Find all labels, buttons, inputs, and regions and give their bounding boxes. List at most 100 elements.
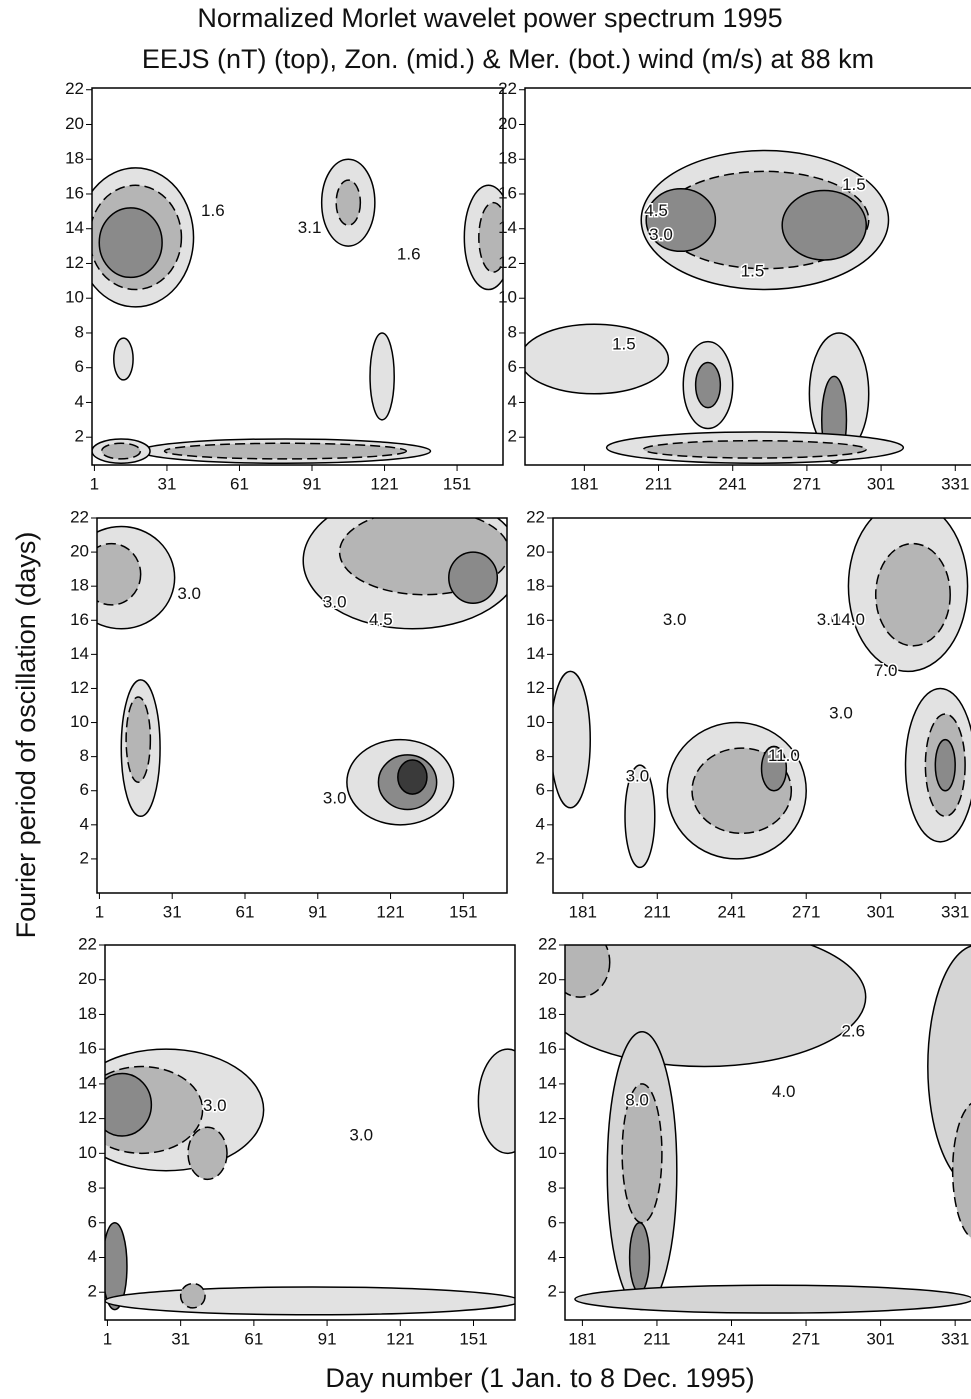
y-tick-label: 16 <box>65 183 84 202</box>
plot-area: 3.0 3.0 <box>105 1048 515 1316</box>
y-tick-label: 16 <box>78 1039 97 1058</box>
y-tick-label: 14 <box>538 1073 557 1092</box>
plot-area: 1.6 3.1 1.6 <box>92 158 503 465</box>
x-tick-label: 241 <box>717 1329 745 1348</box>
contour-region <box>478 201 503 273</box>
y-tick-label: 2 <box>536 848 545 867</box>
y-tick-label: 16 <box>526 610 545 629</box>
y-tick-label: 10 <box>65 288 84 307</box>
x-tick-label: 241 <box>719 474 747 493</box>
contour-region <box>781 189 868 261</box>
contour-region <box>760 745 788 792</box>
contour-label: 3.0 <box>663 610 687 629</box>
x-tick-label: 61 <box>244 1329 263 1348</box>
contour-label: 1.5 <box>612 335 636 354</box>
x-tick-label: 211 <box>645 474 672 493</box>
y-tick-label: 10 <box>538 1143 557 1162</box>
y-tick-label: 22 <box>65 79 84 98</box>
contour-region <box>477 1048 515 1155</box>
plot-area: 2.6 4.0 8.0 <box>565 945 971 1314</box>
y-tick-label: 14 <box>526 644 545 663</box>
y-tick-label: 20 <box>65 114 84 133</box>
y-tick-label: 4 <box>88 1247 97 1266</box>
y-tick-label: 8 <box>88 1178 97 1197</box>
contour-region <box>621 1083 663 1224</box>
x-tick-label: 151 <box>459 1329 487 1348</box>
y-tick-label: 12 <box>538 1108 557 1127</box>
x-tick-label: 301 <box>866 1329 894 1348</box>
contour-label: 1.5 <box>842 175 866 194</box>
y-tick-label: 4 <box>548 1247 557 1266</box>
contour-region <box>694 361 722 409</box>
contour-region <box>98 207 163 279</box>
x-tick-label: 271 <box>792 902 820 921</box>
contour-label: 1.6 <box>201 201 225 220</box>
y-tick-label: 18 <box>70 576 89 595</box>
x-tick-label: 1 <box>103 1329 112 1348</box>
y-tick-label: 8 <box>548 1178 557 1197</box>
contour-region <box>179 1282 206 1309</box>
x-tick-label: 211 <box>644 902 671 921</box>
y-tick-label: 4 <box>75 392 84 411</box>
y-tick-label: 12 <box>65 253 84 272</box>
y-tick-label: 4 <box>80 814 89 833</box>
contour-label: 14.0 <box>832 610 865 629</box>
contour-region <box>628 1222 651 1293</box>
x-tick-label: 61 <box>236 902 255 921</box>
y-tick-label: 14 <box>78 1073 97 1092</box>
x-tick-label: 31 <box>171 1329 190 1348</box>
y-tick-label: 8 <box>536 746 545 765</box>
contour-region <box>624 764 656 869</box>
y-tick-label: 20 <box>538 969 557 988</box>
contour-region <box>951 1102 971 1239</box>
y-tick-label: 8 <box>508 322 517 341</box>
y-tick-label: 2 <box>88 1282 97 1301</box>
contour-region <box>553 670 591 809</box>
contour-region <box>874 542 951 647</box>
y-tick-label: 6 <box>88 1212 97 1231</box>
contour-label: 1.6 <box>397 244 421 263</box>
x-tick-label: 271 <box>793 474 821 493</box>
x-tick-label: 211 <box>643 1329 670 1348</box>
y-tick-label: 10 <box>526 712 545 731</box>
contour-region <box>934 738 956 792</box>
title: Normalized Morlet wavelet power spectrum… <box>197 3 782 33</box>
contour-label: 8.0 <box>625 1091 649 1110</box>
y-tick-label: 18 <box>78 1004 97 1023</box>
y-tick-label: 18 <box>526 576 545 595</box>
y-tick-label: 22 <box>538 934 557 953</box>
contour-region <box>105 1286 515 1316</box>
y-tick-label: 10 <box>498 288 517 307</box>
plot-frame <box>96 517 508 894</box>
plot-frame <box>524 87 971 466</box>
y-tick-label: 18 <box>65 149 84 168</box>
y-tick-label: 12 <box>498 253 517 272</box>
y-tick-label: 6 <box>75 357 84 376</box>
x-tick-label: 331 <box>941 902 969 921</box>
y-tick-label: 20 <box>526 542 545 561</box>
y-tick-label: 4 <box>536 814 545 833</box>
x-tick-label: 271 <box>792 1329 820 1348</box>
y-tick-label: 18 <box>498 149 517 168</box>
y-tick-label: 14 <box>70 644 89 663</box>
contour-label: 3.1 <box>298 218 322 237</box>
contour-region <box>105 1072 153 1137</box>
y-tick-label: 2 <box>548 1282 557 1301</box>
x-tick-label: 31 <box>157 474 176 493</box>
plot-area: 3.0 3.014.07.03.03.011.0 <box>553 518 971 869</box>
y-tick-label: 16 <box>498 183 517 202</box>
y-tick-label: 6 <box>548 1212 557 1231</box>
x-tick-label: 31 <box>163 902 182 921</box>
contour-label: 3.0 <box>829 704 853 723</box>
contour-region <box>97 542 142 606</box>
y-tick-label: 14 <box>498 218 517 237</box>
y-tick-label: 20 <box>78 969 97 988</box>
y-tick-label: 2 <box>80 848 89 867</box>
contour-region <box>645 188 717 253</box>
x-tick-label: 121 <box>370 474 398 493</box>
x-tick-label: 241 <box>718 902 746 921</box>
plot-area: 1.5 4.5 3.0 1.5 1.5 <box>525 149 905 465</box>
x-tick-label: 301 <box>867 902 895 921</box>
x-tick-label: 181 <box>570 474 598 493</box>
